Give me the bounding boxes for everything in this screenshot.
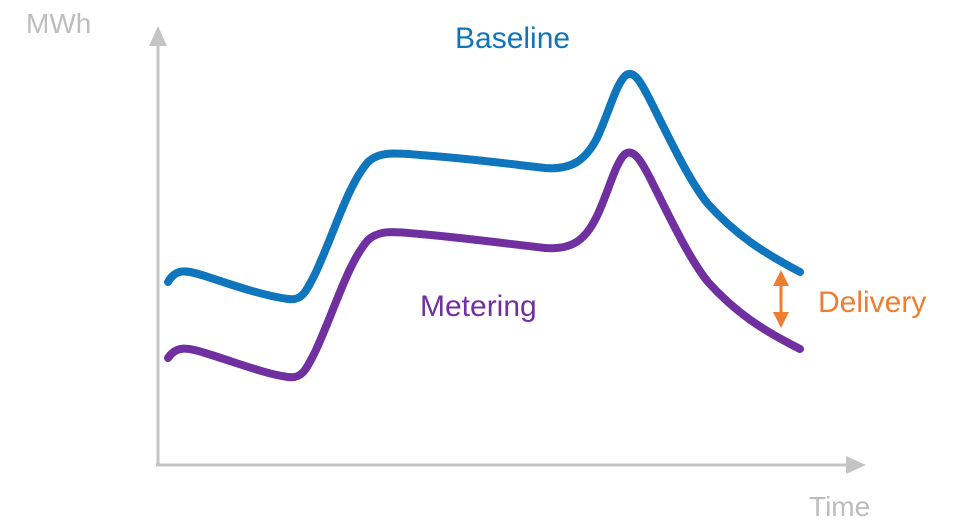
delivery-arrowhead-down <box>773 312 789 328</box>
delivery-arrowhead-up <box>773 270 789 286</box>
y-axis-label: MWh <box>26 8 92 39</box>
x-axis-label: Time <box>809 491 871 522</box>
baseline-curve <box>164 70 804 304</box>
y-axis-arrowhead <box>149 26 167 46</box>
x-axis-arrowhead <box>846 456 866 474</box>
metering-curve <box>164 148 804 382</box>
delivery-double-arrow <box>773 270 789 328</box>
metering-label: Metering <box>420 290 537 323</box>
baseline-label: Baseline <box>455 22 571 55</box>
axes <box>149 26 866 474</box>
delivery-label: Delivery <box>818 286 927 319</box>
